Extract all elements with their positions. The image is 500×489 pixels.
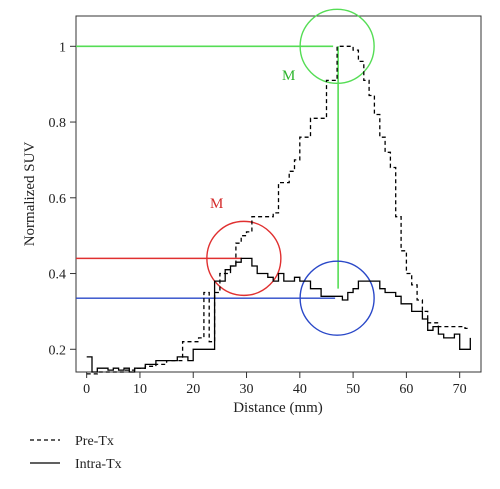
y-tick-label: 0.8 <box>49 116 67 131</box>
x-tick-label: 50 <box>346 382 360 397</box>
x-tick-label: 30 <box>240 382 254 397</box>
annotation-max-intra: M <box>210 196 223 212</box>
y-tick-label: 0.4 <box>49 268 67 283</box>
y-tick-label: 0.2 <box>49 343 67 358</box>
x-tick-label: 20 <box>186 382 200 397</box>
max-circle-pre <box>299 8 375 84</box>
legend-label-intra-tx: Intra-Tx <box>75 457 122 472</box>
y-axis-label: Normalized SUV <box>22 142 38 247</box>
annotation-max-pre: M <box>282 68 295 84</box>
y-axis: 0.2 0.4 0.6 0.8 1 <box>49 40 76 358</box>
y-tick-label: 0.6 <box>49 192 67 207</box>
legend-label-pre-tx: Pre-Tx <box>75 434 114 449</box>
series-line-intra-tx <box>86 257 471 373</box>
legend: Pre-Tx Intra-Tx <box>30 434 122 472</box>
x-tick-label: 60 <box>399 382 413 397</box>
x-tick-label: 70 <box>453 382 467 397</box>
x-axis: 0 10 20 30 40 50 60 70 <box>83 372 467 397</box>
circle-intra-at-pre-max <box>299 260 375 336</box>
x-tick-label: 10 <box>133 382 147 397</box>
x-tick-label: 0 <box>83 382 90 397</box>
annotation-overlays <box>76 8 375 336</box>
x-axis-label: Distance (mm) <box>233 400 323 416</box>
y-tick-label: 1 <box>59 40 66 55</box>
plot-frame <box>75 15 482 373</box>
series-line-pre-tx <box>86 45 471 375</box>
x-tick-label: 40 <box>293 382 307 397</box>
data-series <box>86 45 471 375</box>
max-circle-intra <box>206 220 282 297</box>
